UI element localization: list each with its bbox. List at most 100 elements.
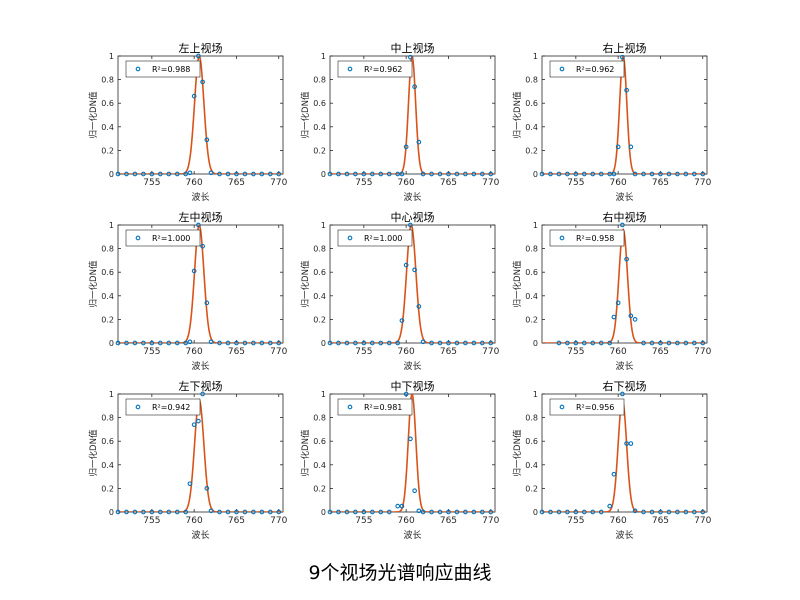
data-point (115, 509, 121, 515)
data-point (149, 509, 155, 515)
data-point (412, 267, 417, 273)
data-point (463, 171, 468, 177)
data-point (675, 171, 680, 177)
subplot-title: 左下视场 (179, 379, 223, 393)
data-point (539, 509, 545, 515)
y-tick-label: 0.8 (101, 76, 114, 85)
data-point (234, 171, 239, 177)
data-point (658, 509, 663, 515)
data-point (675, 340, 680, 346)
data-point (565, 340, 570, 346)
subplot-title: 左上视场 (179, 41, 223, 55)
subplot-title: 右上视场 (603, 41, 647, 55)
data-point (624, 441, 629, 446)
data-point (437, 509, 443, 515)
data-point (217, 171, 222, 177)
y-tick-label: 0.8 (525, 414, 538, 423)
data-point (251, 171, 256, 177)
data-point (420, 509, 426, 515)
y-tick-label: 1 (109, 390, 114, 399)
x-axis-label: 波长 (615, 529, 633, 541)
legend-label: R²=0.962 (576, 65, 614, 74)
data-point (573, 509, 579, 515)
data-point (463, 509, 468, 515)
data-point (691, 340, 697, 346)
data-point (344, 340, 350, 346)
fit-curve (542, 227, 707, 343)
data-point (479, 509, 485, 515)
data-point (361, 171, 367, 177)
legend-box (125, 229, 201, 247)
data-point (700, 340, 706, 346)
subplot-title: 右下视场 (603, 379, 647, 393)
data-point (488, 509, 494, 515)
y-axis-label: 归一化DN值 (512, 429, 523, 476)
data-point (658, 171, 663, 177)
data-point (191, 93, 197, 99)
x-axis-label: 波长 (191, 360, 209, 372)
data-point (628, 313, 634, 319)
data-point (361, 509, 367, 515)
data-point (242, 340, 248, 346)
data-point (267, 171, 273, 177)
data-point (141, 171, 146, 177)
data-point (607, 340, 613, 346)
data-point (208, 508, 214, 514)
legend-box (337, 229, 413, 247)
y-tick-label: 0.6 (101, 99, 114, 108)
fit-curve (330, 225, 495, 343)
y-axis-label: 归一化DN值 (88, 429, 99, 476)
data-point (573, 171, 579, 177)
data-point (149, 171, 155, 177)
y-tick-label: 0.8 (313, 245, 326, 254)
y-axis-label: 归一化DN值 (300, 91, 311, 138)
data-point (641, 509, 646, 515)
x-tick-label: 765 (228, 178, 245, 188)
x-tick-label: 765 (228, 347, 245, 357)
x-tick-label: 770 (270, 178, 287, 188)
data-point (607, 171, 613, 177)
data-point (174, 340, 180, 346)
y-tick-label: 0 (533, 508, 538, 517)
y-tick-label: 0.4 (313, 461, 326, 470)
data-point (611, 171, 617, 177)
data-point (403, 262, 409, 268)
data-point (615, 144, 621, 150)
x-tick-label: 770 (270, 516, 287, 526)
data-point (412, 488, 417, 494)
data-point (615, 300, 621, 306)
y-tick-label: 0.4 (525, 292, 538, 301)
y-tick-label: 1 (109, 52, 114, 61)
x-tick-label: 755 (143, 347, 160, 357)
data-point (353, 340, 358, 346)
data-point (204, 486, 210, 491)
data-point (628, 144, 634, 150)
legend-marker (347, 404, 353, 410)
y-tick-label: 0.4 (101, 292, 114, 301)
data-point (429, 171, 434, 177)
data-point (242, 171, 248, 177)
y-tick-label: 0.8 (525, 76, 538, 85)
data-point (353, 171, 358, 177)
legend-marker (559, 235, 565, 241)
x-tick-label: 765 (440, 516, 457, 526)
subplot-title: 中下视场 (391, 379, 435, 393)
data-point (157, 171, 163, 177)
legend-box (337, 60, 413, 78)
data-point (124, 171, 129, 177)
x-tick-label: 765 (652, 347, 669, 357)
data-point (548, 509, 553, 515)
data-point (556, 171, 562, 177)
y-tick-label: 0.4 (525, 461, 538, 470)
y-tick-label: 0.8 (101, 414, 114, 423)
y-axis-label: 归一化DN值 (300, 260, 311, 307)
data-point (598, 171, 604, 177)
y-tick-label: 0.6 (101, 437, 114, 446)
fit-curve (542, 56, 707, 174)
y-tick-label: 0.8 (101, 245, 114, 254)
data-point (208, 339, 214, 345)
subplot-title: 中上视场 (391, 41, 435, 55)
y-tick-label: 1 (533, 390, 538, 399)
figure-caption: 9个视场光谱响应曲线 (308, 562, 492, 584)
